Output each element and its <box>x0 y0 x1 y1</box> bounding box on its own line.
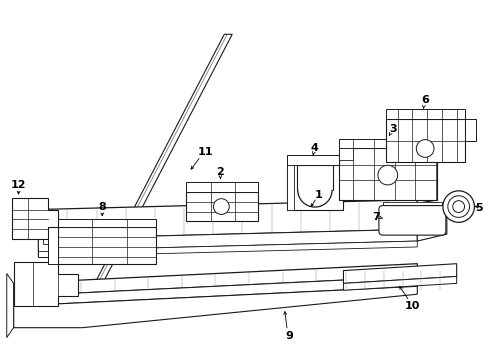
Text: 12: 12 <box>11 180 26 190</box>
Polygon shape <box>14 286 417 328</box>
Polygon shape <box>287 156 343 165</box>
Circle shape <box>214 199 229 215</box>
Polygon shape <box>386 119 465 162</box>
Polygon shape <box>7 274 14 338</box>
Polygon shape <box>12 198 58 239</box>
Polygon shape <box>339 148 353 160</box>
Polygon shape <box>339 148 437 200</box>
Polygon shape <box>58 219 156 227</box>
Text: 8: 8 <box>98 202 106 212</box>
Polygon shape <box>339 139 437 148</box>
Polygon shape <box>38 210 53 257</box>
Text: 2: 2 <box>217 167 224 177</box>
Polygon shape <box>58 227 156 264</box>
Circle shape <box>378 165 397 185</box>
Text: 3: 3 <box>389 124 396 134</box>
Polygon shape <box>38 241 417 257</box>
Text: 10: 10 <box>405 301 420 311</box>
Polygon shape <box>38 200 417 239</box>
Polygon shape <box>343 276 457 290</box>
Text: 11: 11 <box>198 148 213 157</box>
Text: 6: 6 <box>421 95 429 105</box>
Polygon shape <box>386 109 465 119</box>
Polygon shape <box>287 165 294 210</box>
Polygon shape <box>343 264 457 283</box>
Polygon shape <box>84 34 232 303</box>
Text: 7: 7 <box>372 212 380 222</box>
Circle shape <box>453 201 465 212</box>
Text: 9: 9 <box>285 330 293 341</box>
Polygon shape <box>14 264 417 296</box>
Circle shape <box>448 196 469 217</box>
Polygon shape <box>287 165 343 210</box>
Polygon shape <box>38 229 417 251</box>
Polygon shape <box>48 227 58 264</box>
Text: 1: 1 <box>315 190 323 200</box>
Text: 5: 5 <box>475 203 483 212</box>
Polygon shape <box>14 276 417 306</box>
Polygon shape <box>417 200 447 241</box>
Circle shape <box>416 140 434 157</box>
FancyBboxPatch shape <box>379 206 446 235</box>
Polygon shape <box>383 202 442 210</box>
Polygon shape <box>186 182 258 192</box>
Text: 4: 4 <box>311 144 319 153</box>
Polygon shape <box>465 119 476 141</box>
Polygon shape <box>14 262 77 306</box>
Polygon shape <box>186 192 258 221</box>
Polygon shape <box>38 217 53 251</box>
Circle shape <box>443 191 474 222</box>
